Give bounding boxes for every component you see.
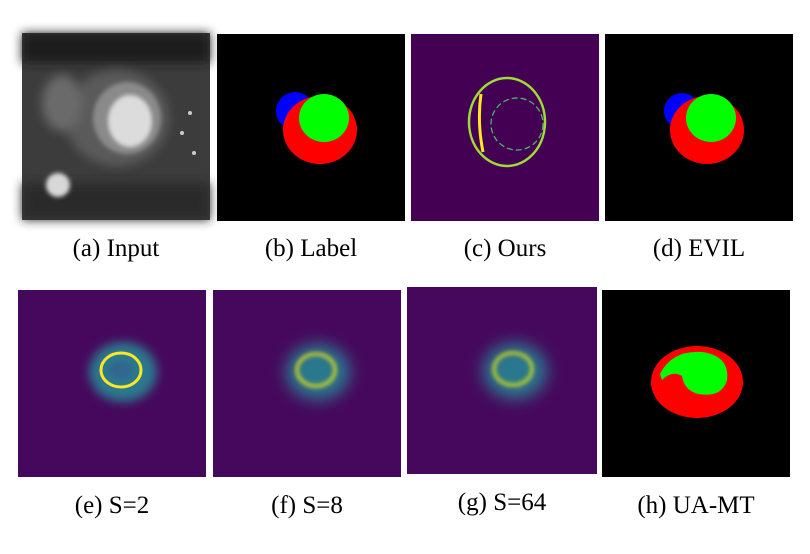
- panel-s8: [213, 290, 401, 477]
- caption: (a) Input: [73, 235, 160, 262]
- caption: (f) S=8: [271, 492, 343, 519]
- caption: (b) Label: [265, 235, 357, 262]
- panel-s64: [407, 287, 597, 474]
- panel-s2: [18, 290, 206, 477]
- panel-label: [217, 34, 405, 221]
- caption: (d) EVIL: [653, 235, 745, 262]
- panel-input: [22, 33, 210, 220]
- caption: (e) S=2: [75, 492, 150, 519]
- caption: (g) S=64: [458, 489, 547, 516]
- panel-ours: [411, 34, 599, 221]
- panel-uamt: [602, 290, 790, 477]
- caption: (c) Ours: [464, 235, 547, 262]
- caption: (h) UA-MT: [637, 492, 754, 519]
- panel-evil: [605, 34, 793, 221]
